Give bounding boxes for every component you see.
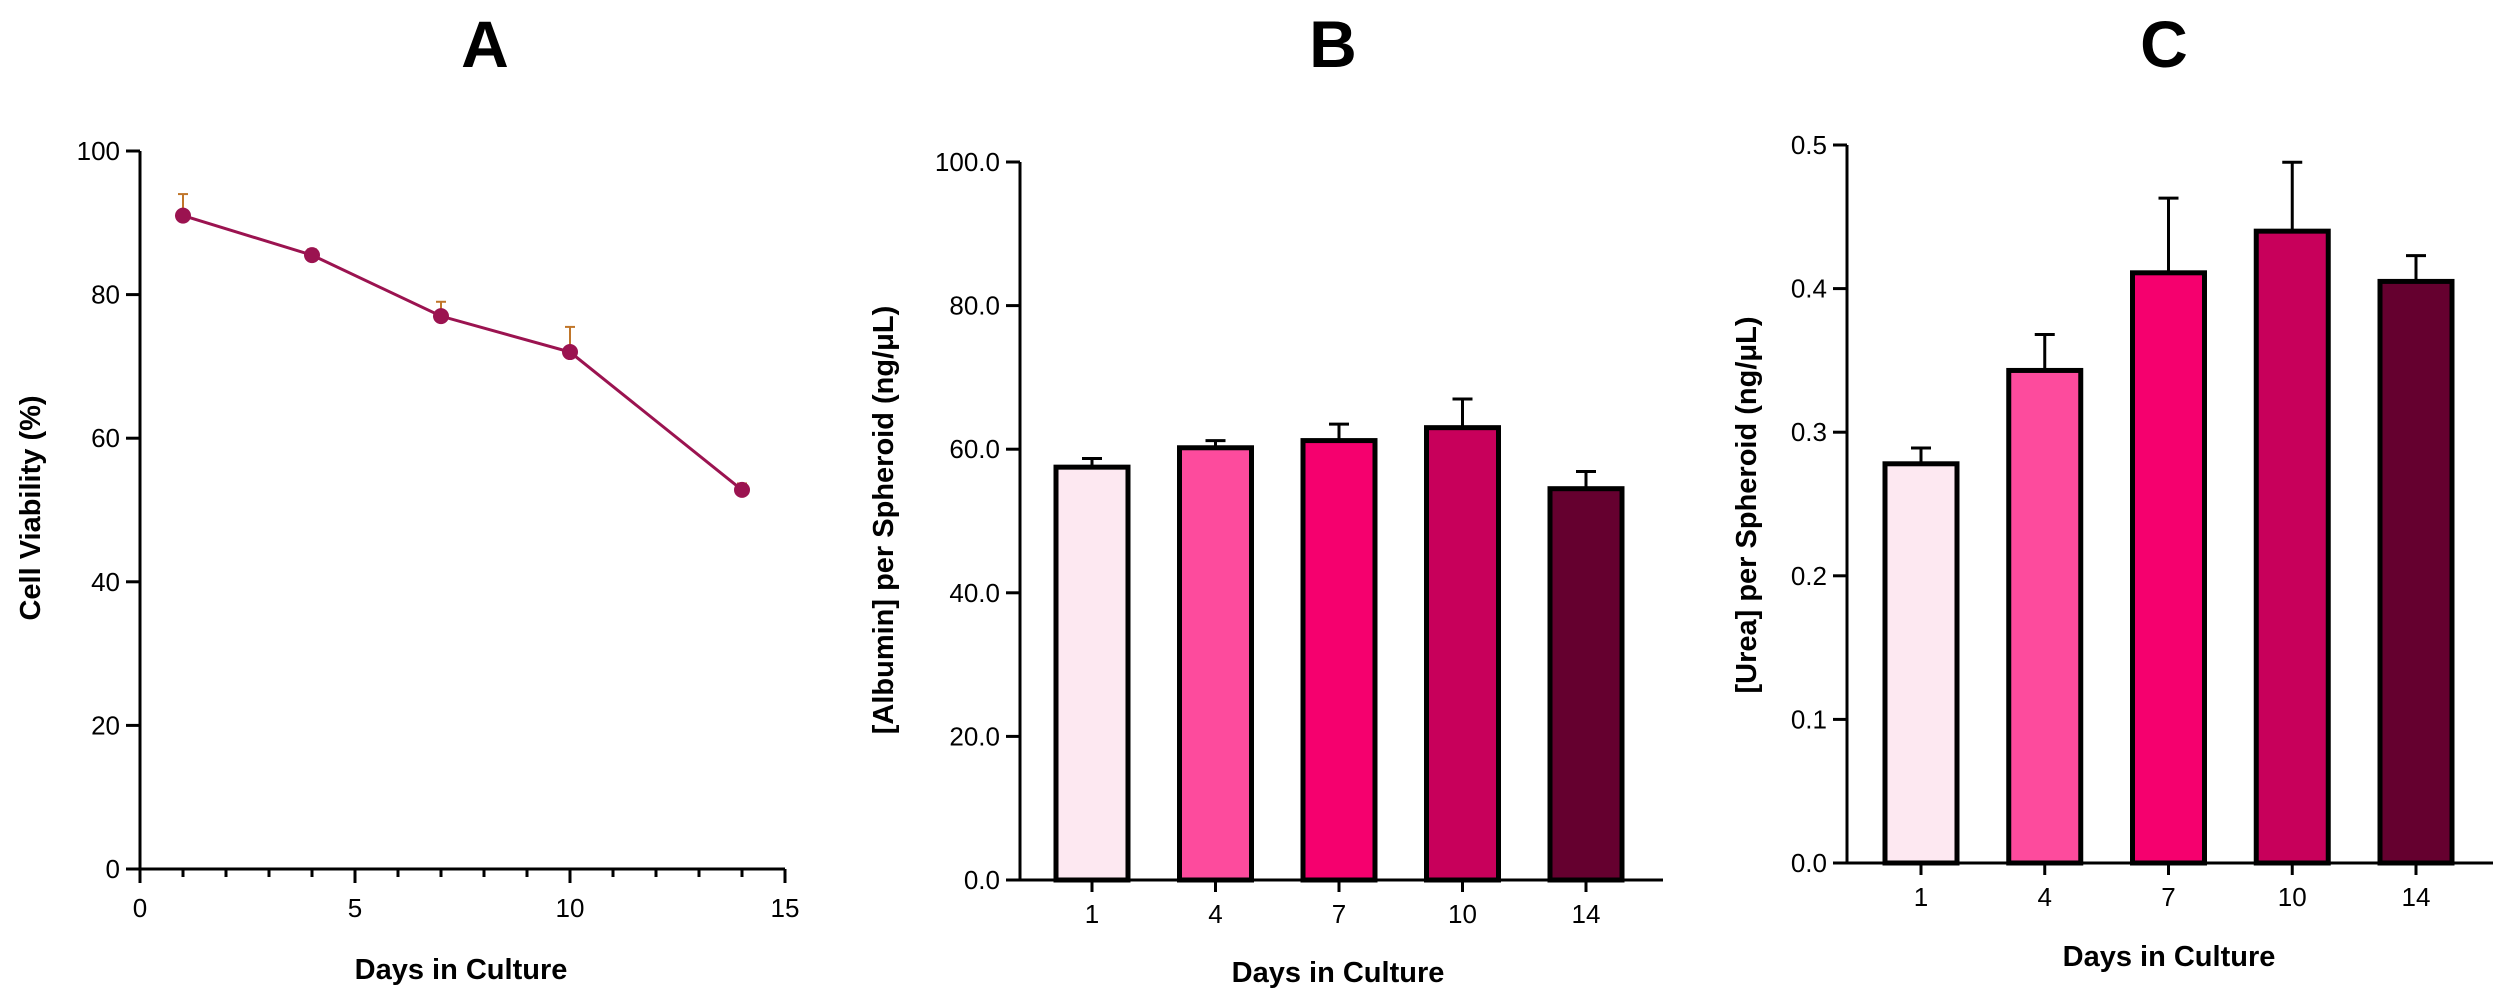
x-tick-label-c: 10 [2278,882,2307,912]
x-tick-label-c: 1 [1914,882,1928,912]
chart-panel-a: A 0 20 40 60 80 100 0 5 10 15 Days in Culture Cel… [15,7,799,986]
x-axis-title-a: Days in Culture [355,954,568,986]
x-axis-title-b: Days in Culture [1232,957,1445,989]
bar-b [1547,486,1625,883]
y-tick-label-a: 60 [91,423,120,453]
data-point-a [433,308,449,325]
data-point-a [304,247,320,264]
y-tick-label-c: 0.2 [1791,561,1827,591]
bar-c [2253,228,2331,866]
y-tick-label-c: 0.4 [1791,274,1827,304]
y-tick-label-c: 0.5 [1791,130,1827,160]
bar-c [2130,270,2207,866]
bar-b [1177,445,1254,883]
bar-c [2006,367,2084,866]
series-line-a [182,214,743,492]
y-axis-title-b: [Albumin] per Spheroid (ng/μL) [868,306,900,735]
x-tick-label-a: 5 [348,893,362,923]
data-point-a [175,207,191,224]
chart-panel-c: C 0.00.10.20.30.40.51 4 7 10 14 Days in Cult… [1731,7,2493,973]
x-tick-label-b: 10 [1448,899,1477,929]
bar-b [1053,464,1131,883]
panel-label-b: B [1309,7,1357,81]
y-axis-title-c: [Urea] per Spheroid (ng/μL) [1731,316,1763,693]
y-tick-label-b: 0.0 [964,865,1000,895]
x-axis-title-c: Days in Culture [2063,941,2276,973]
bar-b [1424,425,1501,883]
panel-label-c: C [2140,7,2188,81]
x-tick-label-c: 14 [2402,882,2431,912]
data-point-a [734,481,750,498]
y-tick-label-c: 0.1 [1791,704,1827,734]
x-tick-label-b: 1 [1085,899,1099,929]
y-tick-label-a: 100 [77,136,120,166]
bar-c [2377,278,2455,866]
x-tick-label-b: 14 [1572,899,1601,929]
y-tick-label-a: 80 [91,280,120,310]
x-tick-label-a: 10 [556,893,585,923]
x-tick-label-c: 4 [2038,882,2052,912]
plot-area-c: 0.00.10.20.30.40.51 4 7 10 14 [1791,130,2493,912]
y-tick-label-b: 20.0 [949,721,1000,751]
x-tick-label-a: 15 [771,893,800,923]
y-tick-label-a: 0 [106,854,120,884]
plot-area-a: 0 20 40 60 80 100 0 5 10 15 [77,136,800,923]
y-tick-label-b: 40.0 [949,578,1000,608]
bar-b [1300,438,1378,883]
panel-label-a: A [461,7,509,81]
y-tick-label-a: 40 [91,567,120,597]
x-tick-label-a: 0 [133,893,147,923]
y-tick-label-b: 100.0 [935,147,1000,177]
y-tick-label-a: 20 [91,710,120,740]
y-tick-label-b: 80.0 [949,291,1000,321]
x-tick-label-b: 7 [1332,899,1346,929]
y-tick-label-c: 0.3 [1791,417,1827,447]
y-axis-title-a: Cell Viability (%) [15,395,47,620]
y-tick-label-c: 0.0 [1791,848,1827,878]
x-tick-label-c: 7 [2161,882,2175,912]
y-tick-label-b: 60.0 [949,434,1000,464]
bar-c [1882,461,1960,866]
data-point-a [562,344,578,361]
x-tick-label-b: 4 [1208,899,1222,929]
